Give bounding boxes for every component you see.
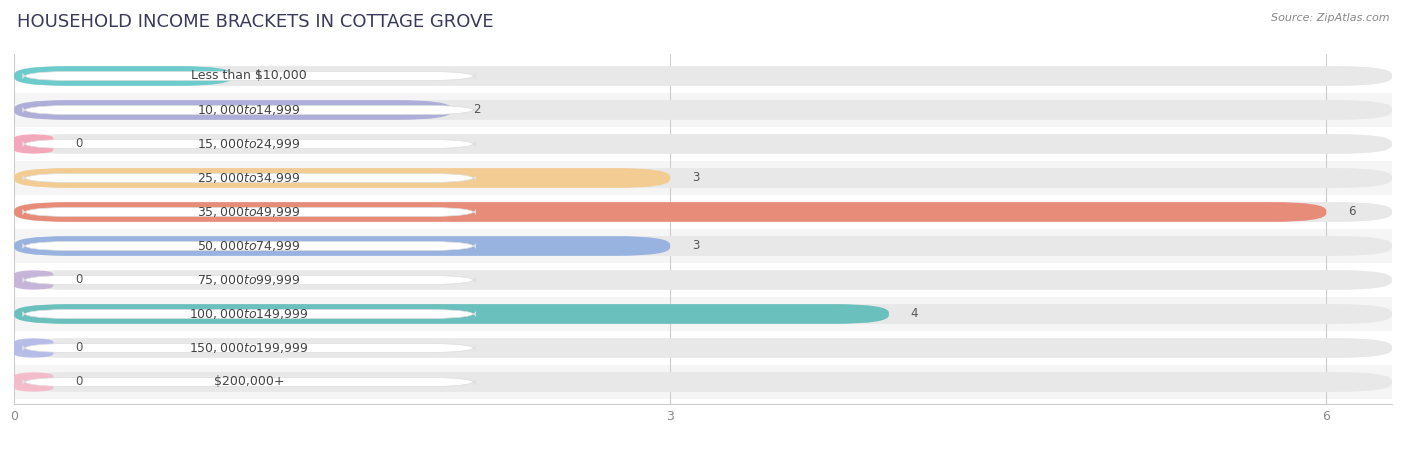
Text: $10,000 to $14,999: $10,000 to $14,999	[197, 103, 301, 117]
Text: Less than $10,000: Less than $10,000	[191, 70, 307, 83]
Text: $75,000 to $99,999: $75,000 to $99,999	[197, 273, 301, 287]
FancyBboxPatch shape	[14, 168, 671, 188]
FancyBboxPatch shape	[14, 338, 53, 358]
FancyBboxPatch shape	[22, 174, 475, 182]
Text: 0: 0	[76, 342, 83, 355]
FancyBboxPatch shape	[22, 343, 475, 352]
FancyBboxPatch shape	[14, 372, 1392, 392]
Text: $25,000 to $34,999: $25,000 to $34,999	[197, 171, 301, 185]
FancyBboxPatch shape	[22, 207, 475, 216]
FancyBboxPatch shape	[22, 71, 475, 80]
FancyBboxPatch shape	[14, 338, 1392, 358]
FancyBboxPatch shape	[14, 66, 1392, 86]
FancyBboxPatch shape	[14, 304, 1392, 324]
FancyBboxPatch shape	[14, 195, 1392, 229]
Text: $35,000 to $49,999: $35,000 to $49,999	[197, 205, 301, 219]
Text: 0: 0	[76, 273, 83, 286]
FancyBboxPatch shape	[14, 127, 1392, 161]
Text: 0: 0	[76, 137, 83, 150]
Text: $15,000 to $24,999: $15,000 to $24,999	[197, 137, 301, 151]
Text: $50,000 to $74,999: $50,000 to $74,999	[197, 239, 301, 253]
FancyBboxPatch shape	[22, 242, 475, 251]
Text: 3: 3	[692, 239, 699, 252]
Text: $100,000 to $149,999: $100,000 to $149,999	[190, 307, 309, 321]
FancyBboxPatch shape	[14, 263, 1392, 297]
FancyBboxPatch shape	[14, 270, 53, 290]
FancyBboxPatch shape	[22, 106, 475, 114]
FancyBboxPatch shape	[14, 66, 233, 86]
FancyBboxPatch shape	[14, 331, 1392, 365]
FancyBboxPatch shape	[14, 100, 451, 120]
Text: Source: ZipAtlas.com: Source: ZipAtlas.com	[1271, 13, 1389, 23]
FancyBboxPatch shape	[14, 372, 53, 392]
FancyBboxPatch shape	[14, 134, 53, 154]
FancyBboxPatch shape	[14, 59, 1392, 93]
Text: 1: 1	[254, 70, 262, 83]
FancyBboxPatch shape	[14, 304, 889, 324]
FancyBboxPatch shape	[22, 140, 475, 149]
FancyBboxPatch shape	[14, 236, 1392, 256]
FancyBboxPatch shape	[22, 276, 475, 284]
Text: HOUSEHOLD INCOME BRACKETS IN COTTAGE GROVE: HOUSEHOLD INCOME BRACKETS IN COTTAGE GRO…	[17, 13, 494, 31]
FancyBboxPatch shape	[14, 168, 1392, 188]
FancyBboxPatch shape	[14, 270, 1392, 290]
FancyBboxPatch shape	[14, 100, 1392, 120]
FancyBboxPatch shape	[14, 229, 1392, 263]
Text: 4: 4	[911, 308, 918, 321]
FancyBboxPatch shape	[14, 202, 1326, 222]
FancyBboxPatch shape	[14, 297, 1392, 331]
FancyBboxPatch shape	[14, 236, 671, 256]
FancyBboxPatch shape	[14, 134, 1392, 154]
FancyBboxPatch shape	[14, 93, 1392, 127]
Text: 0: 0	[76, 375, 83, 388]
Text: 3: 3	[692, 172, 699, 185]
Text: 2: 2	[474, 103, 481, 116]
FancyBboxPatch shape	[22, 309, 475, 318]
FancyBboxPatch shape	[14, 161, 1392, 195]
FancyBboxPatch shape	[14, 365, 1392, 399]
Text: 6: 6	[1348, 206, 1355, 219]
Text: $150,000 to $199,999: $150,000 to $199,999	[190, 341, 309, 355]
FancyBboxPatch shape	[14, 202, 1392, 222]
Text: $200,000+: $200,000+	[214, 375, 284, 388]
FancyBboxPatch shape	[22, 378, 475, 387]
